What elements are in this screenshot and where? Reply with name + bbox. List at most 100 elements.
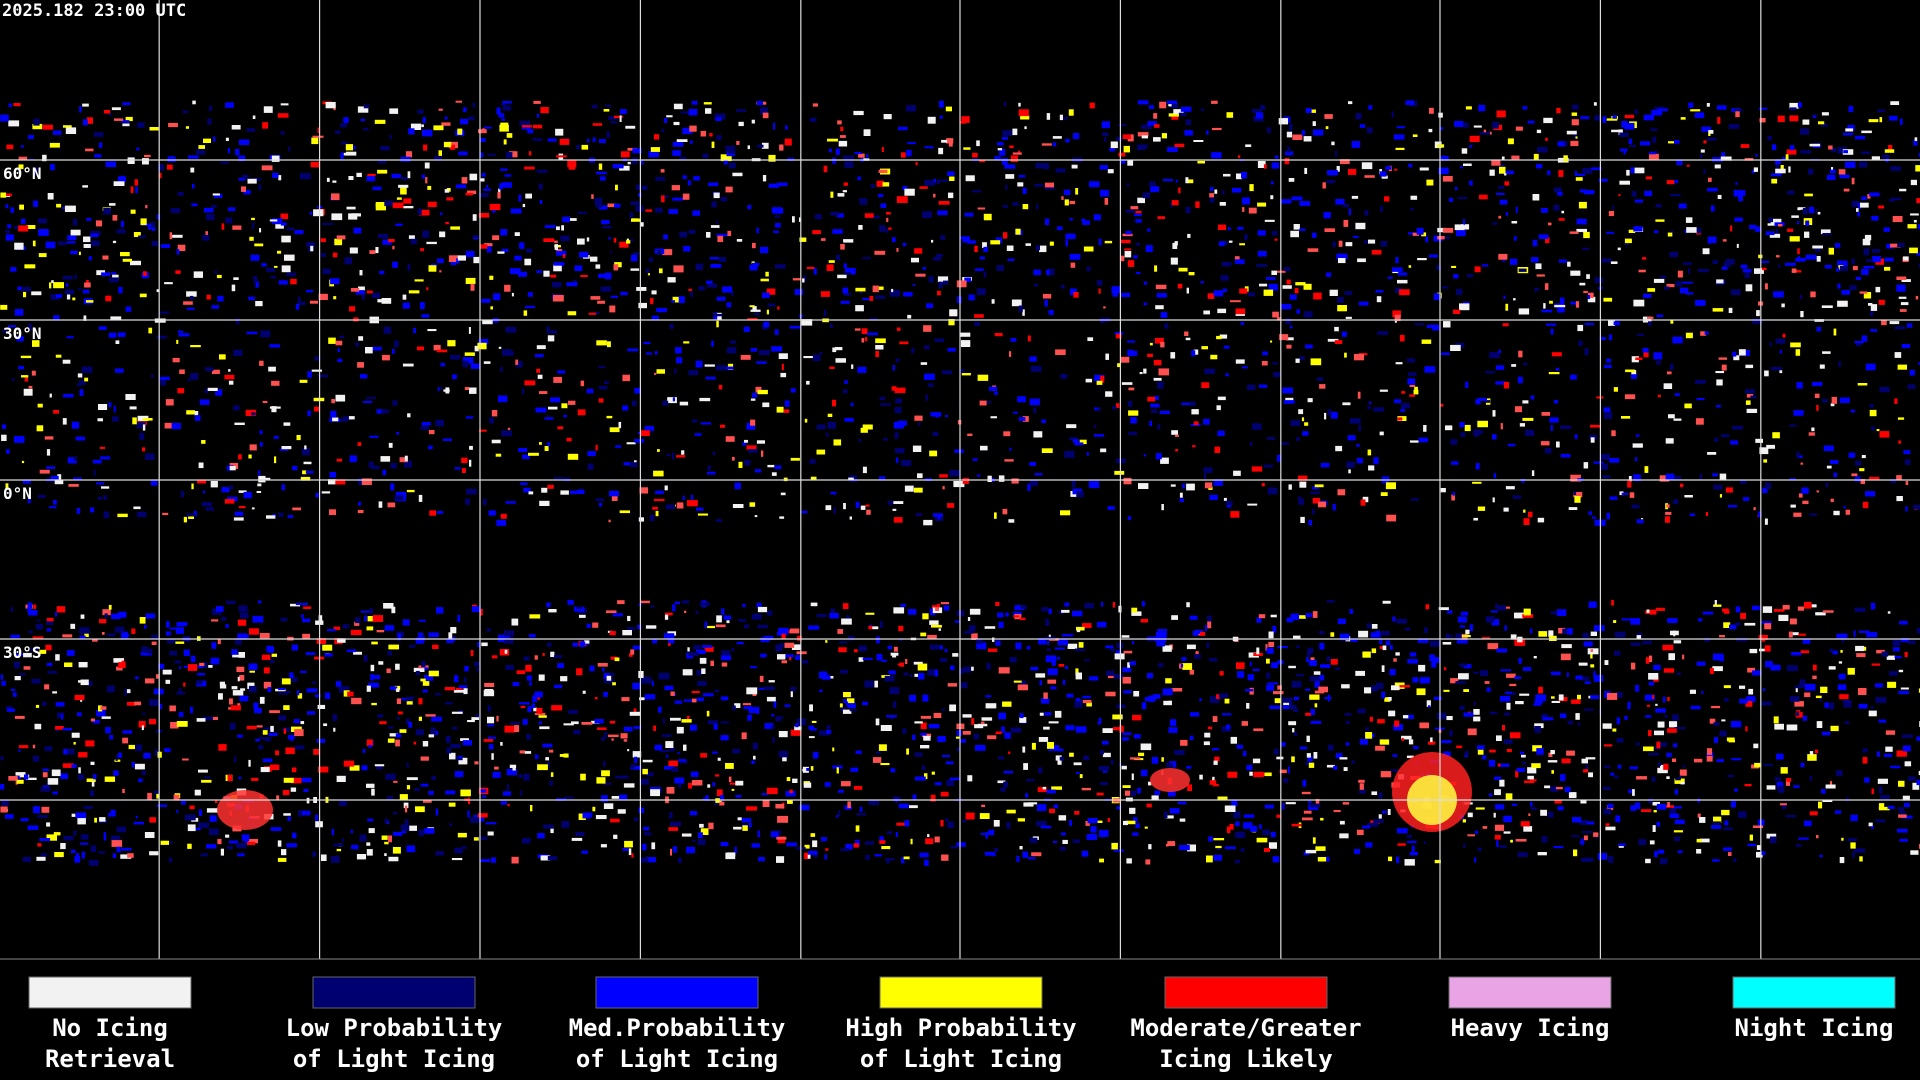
icing-speckle — [1373, 457, 1379, 465]
icing-speckle — [1854, 607, 1866, 612]
icing-speckle — [272, 172, 279, 178]
icing-speckle — [1686, 227, 1697, 233]
icing-speckle — [986, 662, 991, 670]
icing-speckle — [845, 267, 856, 275]
icing-speckle — [1233, 470, 1241, 476]
icing-speckle — [333, 843, 344, 847]
icing-speckle — [1007, 258, 1015, 261]
icing-speckle — [720, 197, 727, 202]
icing-speckle — [1616, 692, 1623, 698]
icing-speckle — [29, 158, 34, 161]
icing-speckle — [83, 806, 93, 809]
icing-speckle — [644, 425, 654, 432]
icing-speckle — [49, 282, 52, 289]
icing-speckle — [634, 439, 645, 443]
icing-speckle — [23, 388, 33, 396]
icing-speckle — [789, 628, 800, 634]
icing-speckle — [570, 490, 580, 494]
icing-speckle — [282, 790, 290, 796]
icing-speckle — [1229, 300, 1241, 303]
icing-speckle — [1418, 437, 1429, 443]
icing-speckle — [1503, 170, 1515, 175]
icing-speckle — [1739, 685, 1746, 689]
icing-speckle — [1079, 699, 1083, 703]
icing-speckle — [201, 440, 206, 444]
icing-speckle — [406, 763, 409, 768]
icing-speckle — [388, 856, 399, 862]
icing-speckle — [1319, 631, 1325, 635]
icing-speckle — [1674, 836, 1681, 842]
icing-speckle — [1719, 730, 1727, 737]
icing-speckle — [1484, 681, 1490, 684]
icing-speckle — [1863, 292, 1872, 299]
icing-speckle — [1355, 222, 1366, 230]
icing-speckle — [501, 430, 512, 437]
icing-speckle — [802, 766, 809, 773]
icing-speckle — [574, 606, 585, 612]
icing-speckle — [1102, 132, 1109, 137]
icing-speckle — [1285, 802, 1296, 805]
icing-speckle — [1344, 713, 1352, 716]
icing-speckle — [1044, 712, 1052, 716]
icing-speckle — [1575, 713, 1580, 720]
icing-speckle — [564, 796, 574, 799]
icing-speckle — [1604, 365, 1612, 368]
icing-speckle — [619, 510, 630, 514]
icing-speckle — [1419, 167, 1429, 171]
icing-speckle — [556, 250, 567, 256]
icing-speckle — [866, 509, 871, 515]
icing-speckle — [7, 224, 11, 229]
icing-speckle — [693, 645, 701, 650]
icing-speckle — [1752, 670, 1762, 676]
icing-speckle — [621, 697, 630, 702]
icing-speckle — [1477, 506, 1486, 511]
icing-speckle — [524, 258, 532, 266]
icing-speckle — [907, 314, 912, 319]
icing-speckle — [1804, 601, 1812, 609]
icing-speckle — [714, 802, 719, 806]
icing-speckle — [664, 766, 675, 770]
icing-speckle — [128, 744, 139, 750]
icing-speckle — [1674, 819, 1685, 825]
icing-speckle — [1209, 193, 1214, 198]
icing-speckle — [1142, 192, 1151, 199]
icing-speckle — [1247, 292, 1256, 297]
icing-speckle — [929, 620, 939, 625]
icing-speckle — [811, 720, 817, 723]
icing-speckle — [1266, 684, 1274, 691]
icing-speckle — [371, 702, 377, 706]
icing-speckle — [912, 794, 917, 800]
icing-speckle — [601, 770, 610, 777]
icing-speckle — [1089, 676, 1099, 681]
icing-speckle — [1314, 680, 1320, 688]
icing-speckle — [1812, 245, 1823, 249]
icing-speckle — [922, 267, 927, 270]
icing-speckle — [1723, 622, 1731, 628]
icing-speckle — [1910, 179, 1917, 186]
icing-speckle — [475, 714, 481, 718]
icing-speckle — [121, 120, 130, 123]
icing-speckle — [935, 669, 939, 677]
icing-speckle — [1110, 141, 1118, 149]
icing-speckle — [562, 254, 566, 259]
icing-speckle — [1391, 685, 1400, 691]
icing-speckle — [469, 445, 473, 450]
icing-speckle — [629, 212, 634, 218]
icing-speckle — [439, 231, 446, 238]
icing-speckle — [1643, 293, 1652, 298]
icing-speckle — [5, 483, 9, 490]
icing-speckle — [335, 479, 346, 485]
icing-speckle — [1270, 181, 1274, 185]
icing-speckle — [1861, 335, 1868, 342]
icing-speckle — [1044, 636, 1056, 640]
icing-speckle — [678, 296, 685, 304]
icing-speckle — [1804, 692, 1811, 698]
icing-speckle — [1876, 751, 1880, 757]
icing-speckle — [1574, 171, 1578, 176]
icing-speckle — [948, 141, 953, 147]
icing-speckle — [750, 348, 757, 352]
icing-speckle — [1824, 264, 1832, 269]
icing-speckle — [651, 290, 657, 295]
icing-speckle — [1112, 406, 1117, 410]
icing-speckle — [1486, 687, 1491, 692]
